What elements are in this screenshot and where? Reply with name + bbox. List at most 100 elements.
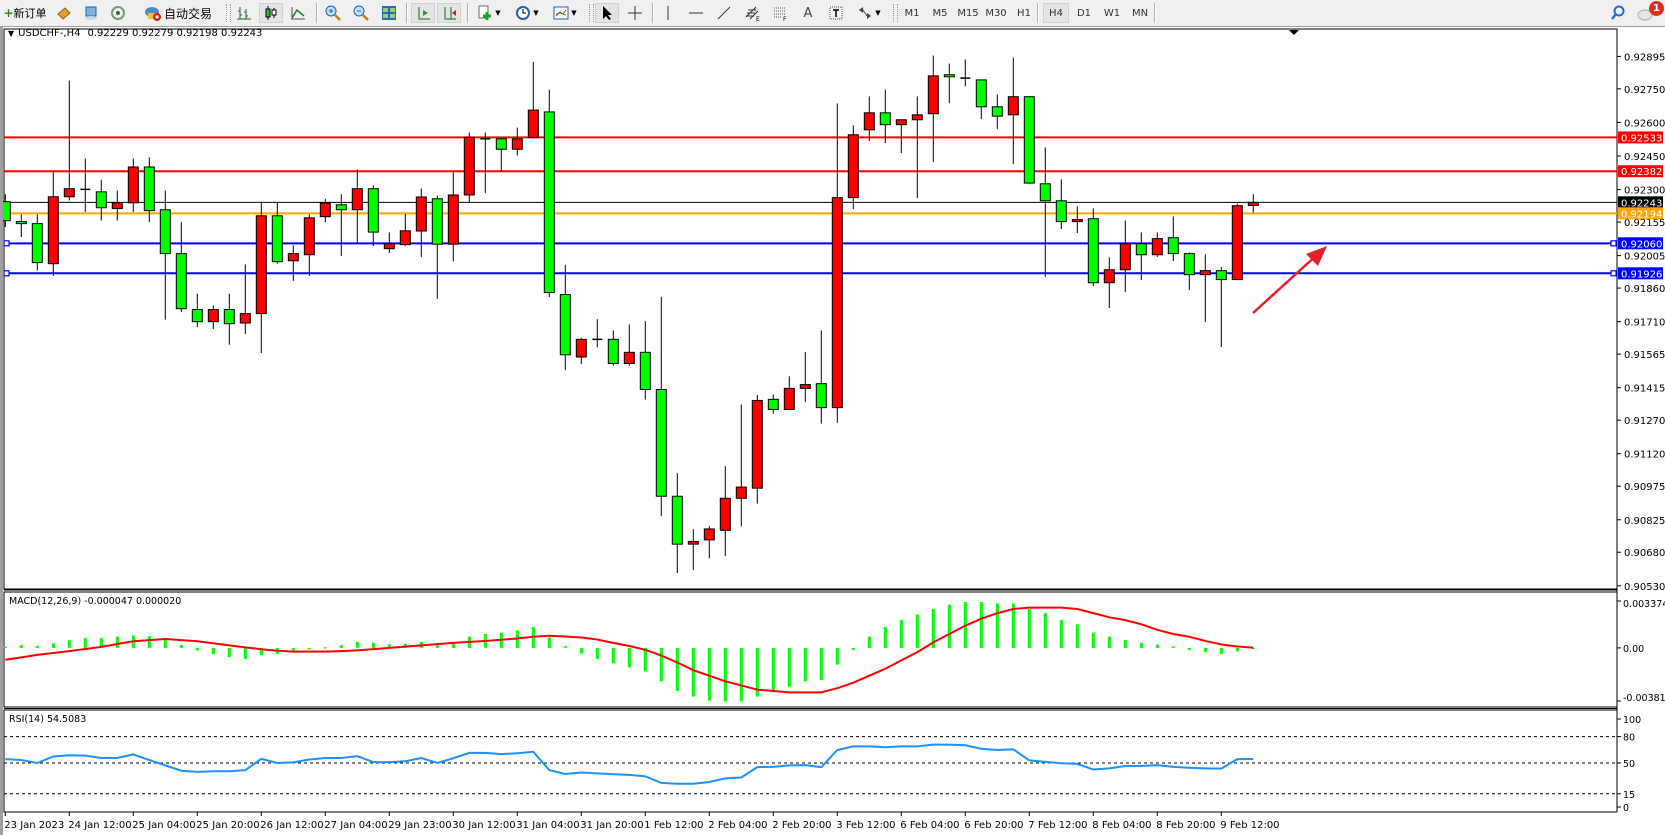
chart-shift-button[interactable] bbox=[437, 3, 461, 23]
toolbar-separator bbox=[652, 3, 654, 23]
text-label-button[interactable] bbox=[824, 3, 848, 23]
line-handle[interactable] bbox=[3, 240, 10, 247]
line-chart-button[interactable] bbox=[287, 3, 309, 23]
macd-histogram-bar bbox=[547, 637, 551, 648]
candle-body bbox=[575, 338, 587, 358]
fibonacci-fan-button[interactable]: F bbox=[768, 3, 792, 23]
candle bbox=[80, 158, 91, 212]
chart-shift-icon bbox=[444, 7, 456, 20]
candlestick-chart-button[interactable] bbox=[259, 3, 283, 23]
navigator-button[interactable] bbox=[108, 3, 128, 23]
cursor-button[interactable] bbox=[595, 3, 619, 23]
line-handle[interactable] bbox=[3, 270, 10, 277]
candle-body bbox=[991, 106, 1003, 117]
macd-histogram-bar bbox=[435, 642, 439, 648]
tile-windows-button[interactable] bbox=[378, 3, 400, 23]
candle bbox=[223, 293, 235, 345]
templates-button[interactable]: ▼ bbox=[548, 3, 582, 23]
candle-body bbox=[911, 114, 923, 121]
price-tick-label: 0.90530 bbox=[1624, 582, 1665, 593]
time-tick-label: 24 Jan 12:00 bbox=[68, 820, 131, 831]
rsi-axis-label: 50 bbox=[1623, 759, 1635, 770]
price-line-label-bg bbox=[1618, 165, 1663, 178]
timeframe-m5-button[interactable]: M5 bbox=[932, 7, 948, 19]
price-tick-label: 0.92300 bbox=[1624, 186, 1665, 197]
chart-menu-triangle-icon[interactable]: ▼ bbox=[8, 29, 15, 38]
fibonacci-expansion-button[interactable]: E bbox=[740, 3, 764, 23]
auto-scroll-button[interactable] bbox=[411, 3, 435, 23]
candle bbox=[383, 232, 395, 253]
arrows-button[interactable]: ▼ bbox=[852, 3, 886, 23]
line-handle[interactable] bbox=[1610, 240, 1617, 247]
chart-window[interactable]: 0.92895 0.92750 0.92600 0.92450 0.92300 0.921… bbox=[0, 27, 1665, 835]
bar-chart-icon bbox=[237, 7, 251, 20]
toolbar-separator bbox=[1154, 3, 1156, 23]
line-handle[interactable] bbox=[1610, 270, 1617, 277]
chart-canvas[interactable]: 0.92895 0.92750 0.92600 0.92450 0.92300 0.921… bbox=[0, 27, 1665, 835]
candle bbox=[287, 245, 299, 281]
vertical-line-button[interactable] bbox=[656, 3, 680, 23]
macd-histogram-bar bbox=[451, 641, 455, 648]
macd-histogram-bar bbox=[147, 636, 151, 648]
data-window-button[interactable] bbox=[81, 3, 101, 23]
candle bbox=[799, 352, 811, 402]
candle-body bbox=[799, 384, 811, 389]
zoom-in-button[interactable] bbox=[322, 3, 344, 23]
price-line-label: 0.92060 bbox=[1621, 239, 1662, 250]
candle-body bbox=[207, 309, 219, 323]
timeframe-mn-button[interactable]: MN bbox=[1131, 7, 1149, 19]
candle-body bbox=[63, 188, 75, 198]
zoom-out-button[interactable] bbox=[350, 3, 372, 23]
time-tick-label: 7 Feb 12:00 bbox=[1028, 820, 1087, 831]
macd-histogram-bar bbox=[67, 640, 71, 648]
timeframe-h1-button[interactable]: H1 bbox=[1017, 7, 1031, 19]
toolbar-grip[interactable] bbox=[226, 4, 231, 22]
new-order-button[interactable]: + 新订单 bbox=[2, 3, 48, 23]
timeframe-d1-button[interactable]: D1 bbox=[1076, 7, 1092, 19]
fibonacci-expansion-icon: E bbox=[745, 6, 760, 21]
timeframe-m15-button[interactable]: M15 bbox=[957, 7, 979, 19]
macd-histogram-bar bbox=[323, 647, 327, 649]
macd-histogram-bar bbox=[659, 647, 663, 682]
macd-histogram-bar bbox=[1075, 624, 1079, 648]
market-watch-button[interactable] bbox=[54, 3, 74, 23]
macd-histogram-bar bbox=[883, 627, 887, 648]
candle-body bbox=[1167, 237, 1179, 255]
text-button[interactable]: A bbox=[796, 3, 820, 23]
horizontal-line-button[interactable] bbox=[684, 3, 708, 23]
candle bbox=[735, 404, 747, 527]
autotrading-button[interactable]: 自动交易 bbox=[136, 3, 220, 23]
candle-body bbox=[191, 309, 203, 323]
new-chart-button[interactable]: ▼ bbox=[472, 3, 506, 23]
toolbar-grip[interactable] bbox=[589, 4, 594, 22]
toolbar-separator bbox=[406, 3, 408, 23]
candle-body bbox=[287, 253, 299, 262]
bar-chart-button[interactable] bbox=[233, 3, 255, 23]
candle-body bbox=[831, 197, 843, 409]
time-tick-label: 8 Feb 20:00 bbox=[1156, 820, 1215, 831]
candle bbox=[1215, 267, 1227, 347]
candle bbox=[751, 395, 763, 504]
templates-icon bbox=[553, 6, 569, 20]
toolbar-grip[interactable] bbox=[893, 4, 898, 22]
notification-count-badge: 1 bbox=[1649, 1, 1664, 16]
price-tick-label: 0.91415 bbox=[1624, 384, 1665, 395]
trendline-button[interactable] bbox=[712, 3, 736, 23]
candle bbox=[95, 179, 107, 221]
periods-button[interactable]: ▼ bbox=[510, 3, 544, 23]
candle bbox=[1103, 257, 1115, 309]
search-button[interactable] bbox=[1608, 3, 1628, 23]
candle-body bbox=[1231, 205, 1243, 281]
candle-body bbox=[31, 223, 43, 264]
candle bbox=[543, 89, 555, 298]
candle bbox=[1151, 232, 1163, 257]
candle-body bbox=[751, 399, 763, 489]
time-tick-label: 29 Jan 23:00 bbox=[388, 820, 451, 831]
timeframe-m30-button[interactable]: M30 bbox=[985, 7, 1007, 19]
timeframe-m1-button[interactable]: M1 bbox=[904, 7, 920, 19]
crosshair-button[interactable] bbox=[623, 3, 647, 23]
chart-shift-marker-icon[interactable] bbox=[1289, 30, 1299, 35]
timeframe-w1-button[interactable]: W1 bbox=[1103, 7, 1121, 19]
candle-body bbox=[1007, 96, 1019, 116]
timeframe-h4-button[interactable]: H4 bbox=[1043, 3, 1069, 23]
